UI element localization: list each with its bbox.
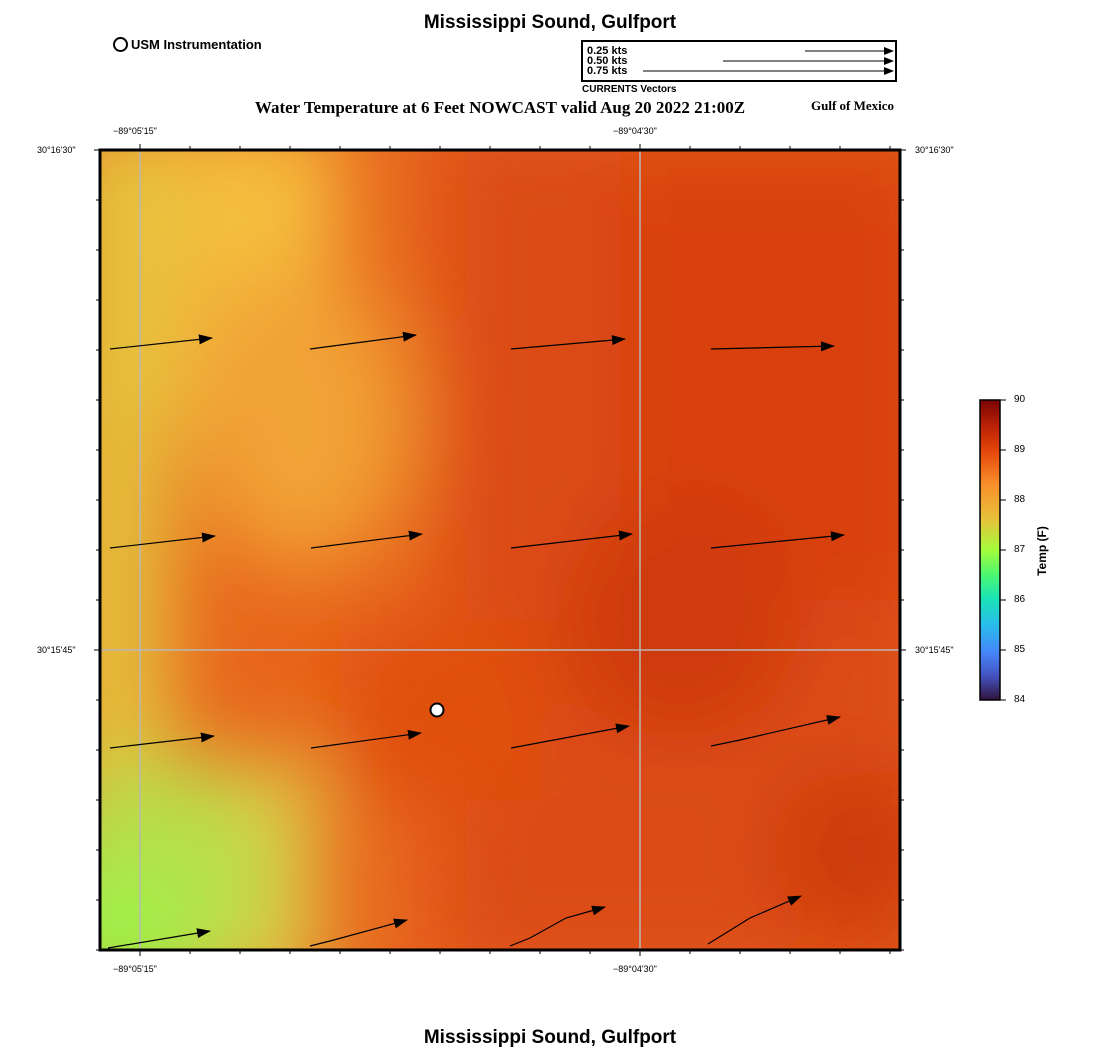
lat-label-left: 30°15'45" xyxy=(37,645,76,655)
current-vector xyxy=(707,895,802,945)
lon-label-bottom: −89°05'15" xyxy=(113,964,157,974)
lat-label-right: 30°16'30" xyxy=(915,145,954,155)
colorbar-label: 90 xyxy=(1014,394,1026,405)
vector-legend-item: 0.25 kts xyxy=(587,45,628,57)
current-vector xyxy=(510,335,626,350)
current-vector xyxy=(109,334,213,350)
colorbar-label: 84 xyxy=(1014,694,1026,705)
vector-legend-item: 0.50 kts xyxy=(587,55,628,67)
instrument-legend: USM Instrumentation xyxy=(113,37,262,52)
map-subtitle: Water Temperature at 6 Feet NOWCAST vali… xyxy=(254,98,746,117)
vector-legend-arrows xyxy=(643,47,894,75)
temperature-field xyxy=(100,150,900,950)
current-vector xyxy=(309,918,408,947)
colorbar-label: 88 xyxy=(1014,494,1026,505)
current-vector xyxy=(309,331,417,350)
region-note: Gulf of Mexico xyxy=(811,98,895,113)
colorbar-label: 85 xyxy=(1014,644,1026,655)
instrument-marker-icon xyxy=(113,37,128,52)
colorbar xyxy=(979,399,1001,701)
current-vector xyxy=(109,532,216,549)
lat-label-right: 30°15'45" xyxy=(915,645,954,655)
current-vector xyxy=(310,530,423,549)
vector-legend-item: 0.75 kts xyxy=(587,65,628,77)
lon-label-top: −89°04'30" xyxy=(613,126,657,136)
current-vector xyxy=(510,723,630,749)
current-vector xyxy=(710,531,845,549)
current-vector xyxy=(310,729,422,749)
vector-legend-caption: CURRENTS Vectors xyxy=(582,84,677,95)
current-vector xyxy=(109,732,215,749)
colorbar-title: Temp (F) xyxy=(1035,526,1049,576)
colorbar-label: 87 xyxy=(1014,544,1026,555)
current-vectors xyxy=(107,331,845,949)
lon-label-bottom: −89°04'30" xyxy=(613,964,657,974)
instrument-legend-label: USM Instrumentation xyxy=(131,37,262,52)
page-title: Mississippi Sound, Gulfport xyxy=(423,12,677,33)
current-vector xyxy=(509,905,606,947)
vector-legend: 0.25 kts 0.50 kts 0.75 kts xyxy=(581,40,897,82)
colorbar-ticks xyxy=(1000,399,1006,701)
lon-label-top: −89°05'15" xyxy=(113,126,157,136)
colorbar-label: 89 xyxy=(1014,444,1026,455)
current-vector xyxy=(107,928,211,949)
current-vector xyxy=(710,715,841,747)
axis-ticks xyxy=(94,144,906,956)
usm-station-marker[interactable] xyxy=(429,702,445,718)
current-vector xyxy=(510,530,633,549)
current-vector xyxy=(710,341,835,352)
graticule xyxy=(100,150,900,950)
footer-title: Mississippi Sound, Gulfport xyxy=(423,1027,677,1048)
colorbar-label: 86 xyxy=(1014,594,1026,605)
lat-label-left: 30°16'30" xyxy=(37,145,76,155)
